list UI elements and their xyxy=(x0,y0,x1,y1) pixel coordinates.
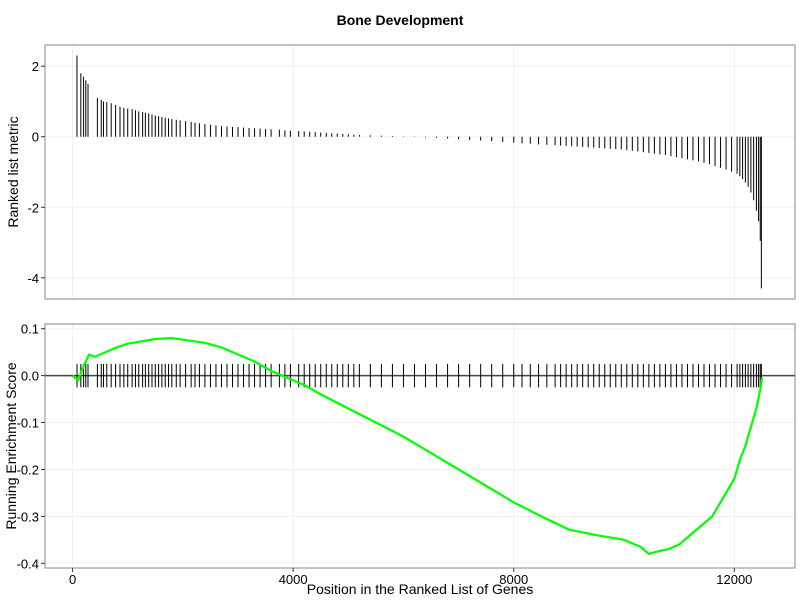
y-tick-label: -2 xyxy=(27,200,39,215)
running-enrichment-panel: 0.10.0-0.1-0.2-0.3-0.4 0 4000 8000 12000 Ru… xyxy=(3,322,795,597)
y-tick-label: -0.3 xyxy=(17,509,39,524)
y-tick-label: -4 xyxy=(27,271,39,286)
y-tick-label: 0 xyxy=(32,130,39,145)
x-tick-label: 12000 xyxy=(716,572,752,587)
running-enrichment-y-ticks: 0.1 0.0 -0.1 -0.2 -0.3 -0.4 xyxy=(17,322,45,572)
ranked-metric-frame xyxy=(45,45,795,299)
x-tick-label: 4000 xyxy=(279,572,308,587)
ranked-metric-y-axis-label: Ranked list metric xyxy=(5,116,21,227)
ranked-metric-grid xyxy=(45,45,795,299)
y-tick-label: -0.2 xyxy=(17,462,39,477)
running-enrichment-y-axis-label: Running Enrichment Score xyxy=(3,362,19,530)
chart-title: Bone Development xyxy=(337,12,464,28)
ranked-metric-bars xyxy=(77,56,761,289)
ranked-metric-y-ticks: 2 0 -2 -4 xyxy=(27,59,45,286)
y-tick-label: 0.0 xyxy=(21,369,39,384)
x-tick-label: 0 xyxy=(69,572,76,587)
y-tick-label: -0.4 xyxy=(17,556,39,571)
y-tick-label: -0.1 xyxy=(17,416,39,431)
y-tick-label: 0.1 xyxy=(21,322,39,337)
y-tick-label: 2 xyxy=(32,59,39,74)
ranked-metric-panel: 2 0 -2 -4 Ranked list metric xyxy=(5,45,795,299)
x-axis-label: Position in the Ranked List of Genes xyxy=(307,581,533,597)
